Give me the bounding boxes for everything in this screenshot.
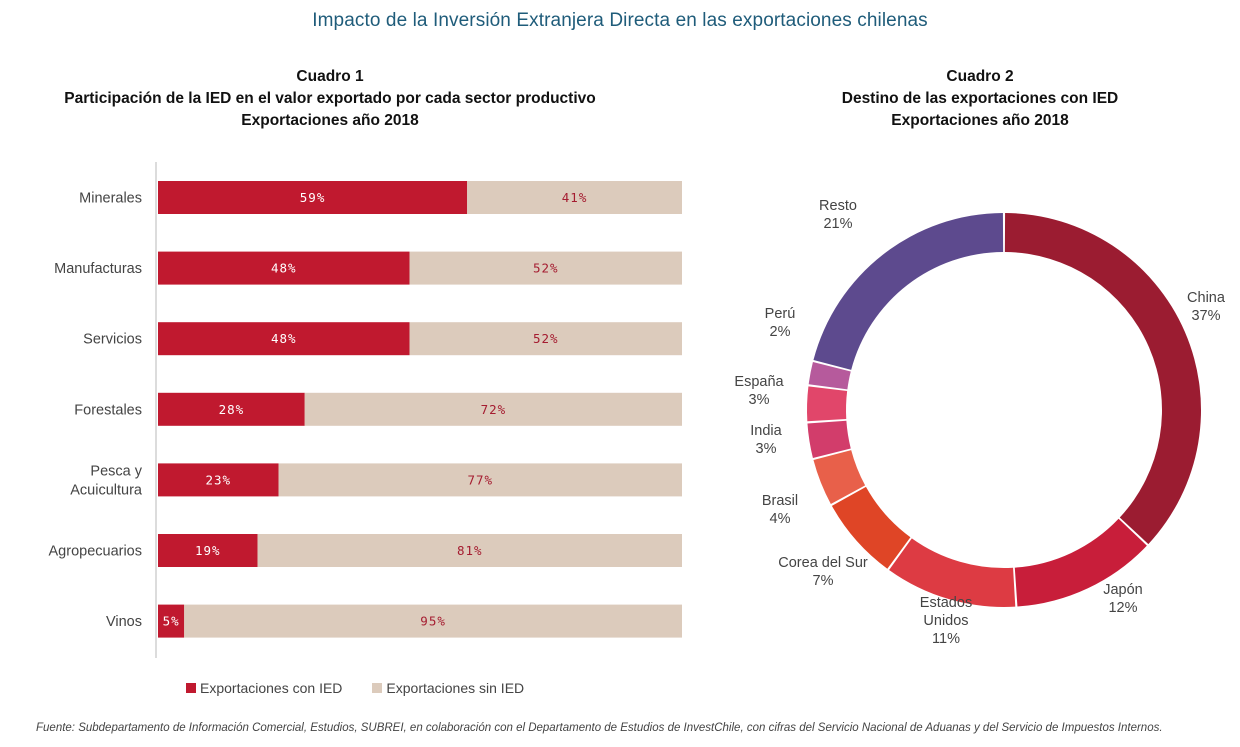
chart1-subtitle: Exportaciones año 2018 bbox=[241, 112, 419, 129]
chart2-title: Destino de las exportaciones con IED bbox=[841, 90, 1119, 107]
chart2-subtitle: Exportaciones año 2018 bbox=[891, 112, 1069, 129]
category-label: Minerales bbox=[79, 191, 142, 207]
donut-slice bbox=[813, 213, 1004, 370]
bar-label-con-ied: 48% bbox=[271, 261, 297, 276]
slice-label: Japón 12% bbox=[1103, 582, 1143, 616]
bar-label-sin-ied: 95% bbox=[420, 614, 446, 629]
bar-sin-ied bbox=[257, 534, 682, 567]
donut-slice bbox=[889, 538, 1016, 607]
legend-item-sin-ied: Exportaciones sin IED bbox=[372, 680, 524, 696]
bar-label-con-ied: 48% bbox=[271, 331, 297, 346]
legend-label-sin-ied: Exportaciones sin IED bbox=[386, 680, 525, 696]
donut-slice bbox=[807, 386, 848, 422]
legend-swatch-con-ied bbox=[186, 683, 196, 693]
legend-label-con-ied: Exportaciones con IED bbox=[200, 680, 343, 696]
category-label: Pesca y Acuicultura bbox=[70, 463, 143, 498]
donut-slice bbox=[813, 450, 866, 504]
bar-label-sin-ied: 52% bbox=[533, 331, 559, 346]
bar-sin-ied bbox=[467, 181, 682, 214]
bar-label-con-ied: 23% bbox=[205, 472, 231, 487]
slice-label: Resto 21% bbox=[819, 198, 857, 232]
bar-con-ied bbox=[158, 534, 258, 567]
bar-label-sin-ied: 52% bbox=[533, 261, 559, 276]
donut-slice bbox=[1014, 518, 1147, 607]
bar-legend: Exportaciones con IED Exportaciones sin … bbox=[186, 680, 524, 696]
bar-label-sin-ied: 41% bbox=[562, 190, 588, 205]
slice-label: Corea del Sur 7% bbox=[778, 555, 868, 589]
bar-label-sin-ied: 77% bbox=[467, 472, 493, 487]
bar-sin-ied bbox=[184, 604, 682, 638]
bar-con-ied bbox=[158, 604, 185, 638]
bar-con-ied bbox=[158, 251, 410, 285]
slice-label: China 37% bbox=[1187, 290, 1226, 324]
legend-swatch-sin-ied bbox=[372, 683, 383, 693]
category-label: Vinos bbox=[106, 614, 142, 630]
bar-label-con-ied: 59% bbox=[300, 190, 326, 205]
category-label: Forestales bbox=[74, 402, 142, 418]
bar-sin-ied bbox=[304, 392, 682, 426]
chart2-header: Cuadro 2 Destino de las exportaciones co… bbox=[780, 66, 1180, 132]
category-label: Servicios bbox=[83, 332, 142, 348]
main-title: Impacto de la Inversión Extranjera Direc… bbox=[312, 10, 928, 31]
chart2-number: Cuadro 2 bbox=[946, 68, 1014, 85]
category-label: Manufacturas bbox=[54, 261, 142, 277]
slice-label: Estados Unidos 11% bbox=[920, 595, 972, 647]
bar-label-sin-ied: 81% bbox=[457, 543, 483, 558]
bar-con-ied bbox=[158, 392, 305, 426]
donut-slice bbox=[831, 486, 911, 569]
source-note: Fuente: Subdepartamento de Información C… bbox=[36, 722, 1163, 734]
donut-slice bbox=[807, 420, 851, 458]
slice-label: Perú 2% bbox=[765, 306, 796, 340]
bar-label-con-ied: 5% bbox=[163, 614, 180, 629]
bar-chart: 59% 41% Minerales 48% 52% Manufacturas 48% 52% S… bbox=[49, 162, 682, 658]
bar-sin-ied bbox=[278, 463, 682, 497]
category-label: Agropecuarios bbox=[49, 544, 143, 560]
bar-sin-ied bbox=[409, 322, 682, 356]
slice-label: Brasil 4% bbox=[762, 493, 798, 527]
donut-slice bbox=[808, 362, 851, 390]
bar-label-sin-ied: 72% bbox=[481, 402, 507, 417]
legend-item-con-ied: Exportaciones con IED bbox=[186, 680, 342, 696]
slice-label: España 3% bbox=[734, 374, 784, 408]
slice-label: India 3% bbox=[750, 423, 782, 457]
bar-con-ied bbox=[158, 463, 279, 497]
bar-con-ied bbox=[158, 181, 468, 214]
chart1-header: Cuadro 1 Participación de la IED en el v… bbox=[20, 66, 640, 132]
bar-sin-ied bbox=[409, 251, 682, 285]
bar-label-con-ied: 28% bbox=[219, 402, 245, 417]
bar-con-ied bbox=[158, 322, 410, 356]
chart1-title: Participación de la IED en el valor expo… bbox=[64, 90, 596, 107]
donut-slice bbox=[1004, 213, 1201, 545]
chart1-number: Cuadro 1 bbox=[296, 68, 364, 85]
bar-label-con-ied: 19% bbox=[195, 543, 221, 558]
